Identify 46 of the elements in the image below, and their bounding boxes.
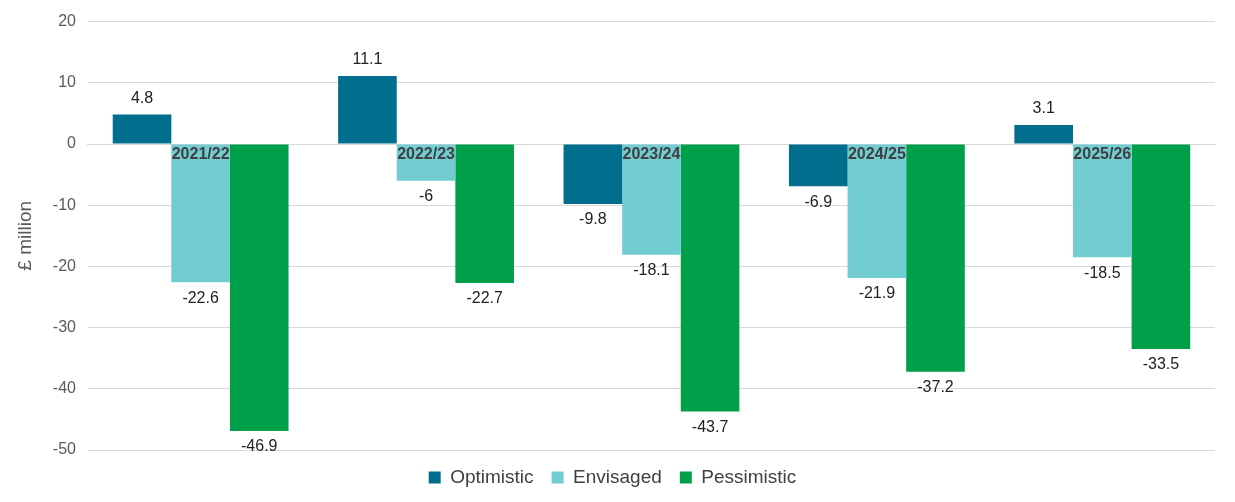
data-label: 4.8 — [130, 89, 154, 107]
data-label: -18.1 — [633, 261, 670, 279]
data-label: -6.9 — [804, 192, 833, 210]
data-label: 11.1 — [352, 50, 383, 68]
bar — [1072, 144, 1132, 258]
data-label: -21.9 — [858, 284, 896, 302]
bar — [788, 144, 848, 187]
bar — [1131, 144, 1191, 350]
legend-label: Optimistic — [450, 465, 534, 487]
data-label: -33.5 — [1142, 355, 1180, 373]
x-tick-label: 2024/25 — [847, 145, 906, 163]
x-tick-label: 2023/24 — [622, 145, 681, 163]
data-label: -22.6 — [182, 288, 219, 306]
bar — [338, 76, 397, 144]
y-tick-label: -50 — [52, 440, 77, 458]
y-tick-label: -40 — [52, 379, 77, 397]
bar — [1014, 125, 1073, 144]
bar — [563, 144, 623, 204]
data-label: -9.8 — [579, 210, 607, 228]
legend-label: Pessimistic — [701, 465, 797, 487]
data-label: -43.7 — [691, 417, 729, 435]
bar — [171, 144, 230, 283]
data-label: -22.7 — [466, 289, 503, 307]
x-tick-label: 2022/23 — [397, 145, 456, 163]
y-tick-label: 0 — [67, 134, 77, 152]
bar — [847, 144, 907, 279]
legend-label: Envisaged — [573, 465, 662, 487]
x-tick-label: 2025/26 — [1073, 145, 1132, 163]
y-tick-label: -30 — [52, 318, 77, 336]
y-tick-label: 20 — [58, 12, 77, 30]
data-label: -46.9 — [241, 437, 278, 455]
data-label: -37.2 — [917, 378, 954, 396]
y-axis-title: £ million — [13, 200, 35, 271]
bar — [455, 144, 514, 283]
data-label: -18.5 — [1084, 263, 1121, 281]
bar — [112, 114, 172, 144]
y-tick-label: -10 — [52, 195, 77, 213]
bar — [229, 144, 289, 432]
y-tick-label: -20 — [52, 256, 77, 274]
x-tick-label: 2021/22 — [171, 145, 230, 163]
data-label: 3.1 — [1032, 99, 1055, 117]
bar — [906, 144, 965, 372]
data-label: -6 — [418, 187, 434, 205]
y-tick-label: 10 — [58, 73, 77, 91]
bar — [622, 144, 681, 255]
bar — [680, 144, 740, 412]
